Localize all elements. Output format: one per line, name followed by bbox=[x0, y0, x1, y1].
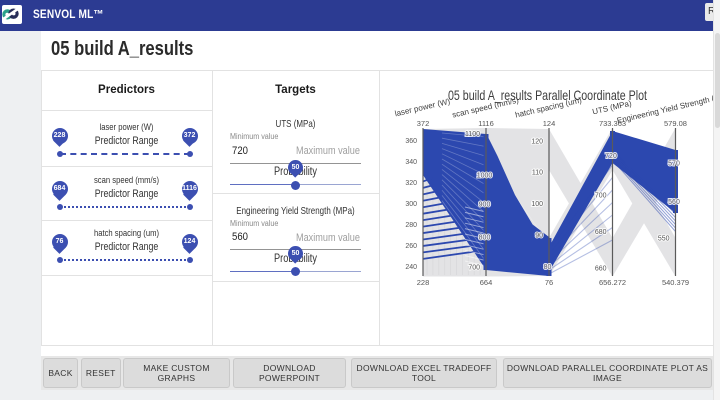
svg-text:720: 720 bbox=[605, 153, 617, 160]
svg-text:540.379: 540.379 bbox=[662, 278, 689, 287]
svg-text:560: 560 bbox=[668, 199, 680, 206]
svg-text:05 build A_results Parallel Co: 05 build A_results Parallel Coordinate P… bbox=[448, 87, 647, 103]
svg-text:1116: 1116 bbox=[478, 119, 494, 128]
svg-text:680: 680 bbox=[595, 229, 607, 236]
svg-text:372: 372 bbox=[417, 119, 430, 128]
svg-text:800: 800 bbox=[479, 235, 491, 242]
svg-text:579.08: 579.08 bbox=[664, 119, 687, 128]
svg-text:90: 90 bbox=[535, 233, 543, 240]
svg-text:360: 360 bbox=[405, 138, 417, 145]
svg-text:656.272: 656.272 bbox=[599, 278, 626, 287]
svg-text:280: 280 bbox=[405, 222, 417, 229]
svg-text:228: 228 bbox=[417, 278, 430, 287]
svg-text:660: 660 bbox=[595, 266, 607, 273]
svg-text:700: 700 bbox=[468, 265, 480, 272]
svg-text:550: 550 bbox=[658, 236, 670, 243]
svg-text:1100: 1100 bbox=[465, 131, 480, 138]
svg-text:laser power (W): laser power (W) bbox=[394, 97, 451, 119]
svg-text:240: 240 bbox=[405, 264, 417, 271]
svg-text:1000: 1000 bbox=[477, 173, 493, 180]
svg-text:100: 100 bbox=[531, 201, 543, 208]
svg-text:340: 340 bbox=[405, 159, 417, 166]
svg-text:260: 260 bbox=[405, 243, 417, 250]
svg-text:570: 570 bbox=[668, 161, 680, 168]
svg-text:733.363: 733.363 bbox=[599, 119, 626, 128]
svg-text:124: 124 bbox=[543, 119, 556, 128]
svg-text:700: 700 bbox=[595, 192, 607, 199]
svg-text:120: 120 bbox=[531, 139, 543, 146]
svg-text:320: 320 bbox=[405, 180, 417, 187]
svg-text:80: 80 bbox=[544, 264, 552, 271]
svg-text:300: 300 bbox=[405, 201, 417, 208]
svg-text:110: 110 bbox=[532, 170, 543, 177]
svg-text:900: 900 bbox=[479, 202, 491, 209]
svg-text:76: 76 bbox=[545, 278, 553, 287]
svg-text:664: 664 bbox=[480, 278, 493, 287]
